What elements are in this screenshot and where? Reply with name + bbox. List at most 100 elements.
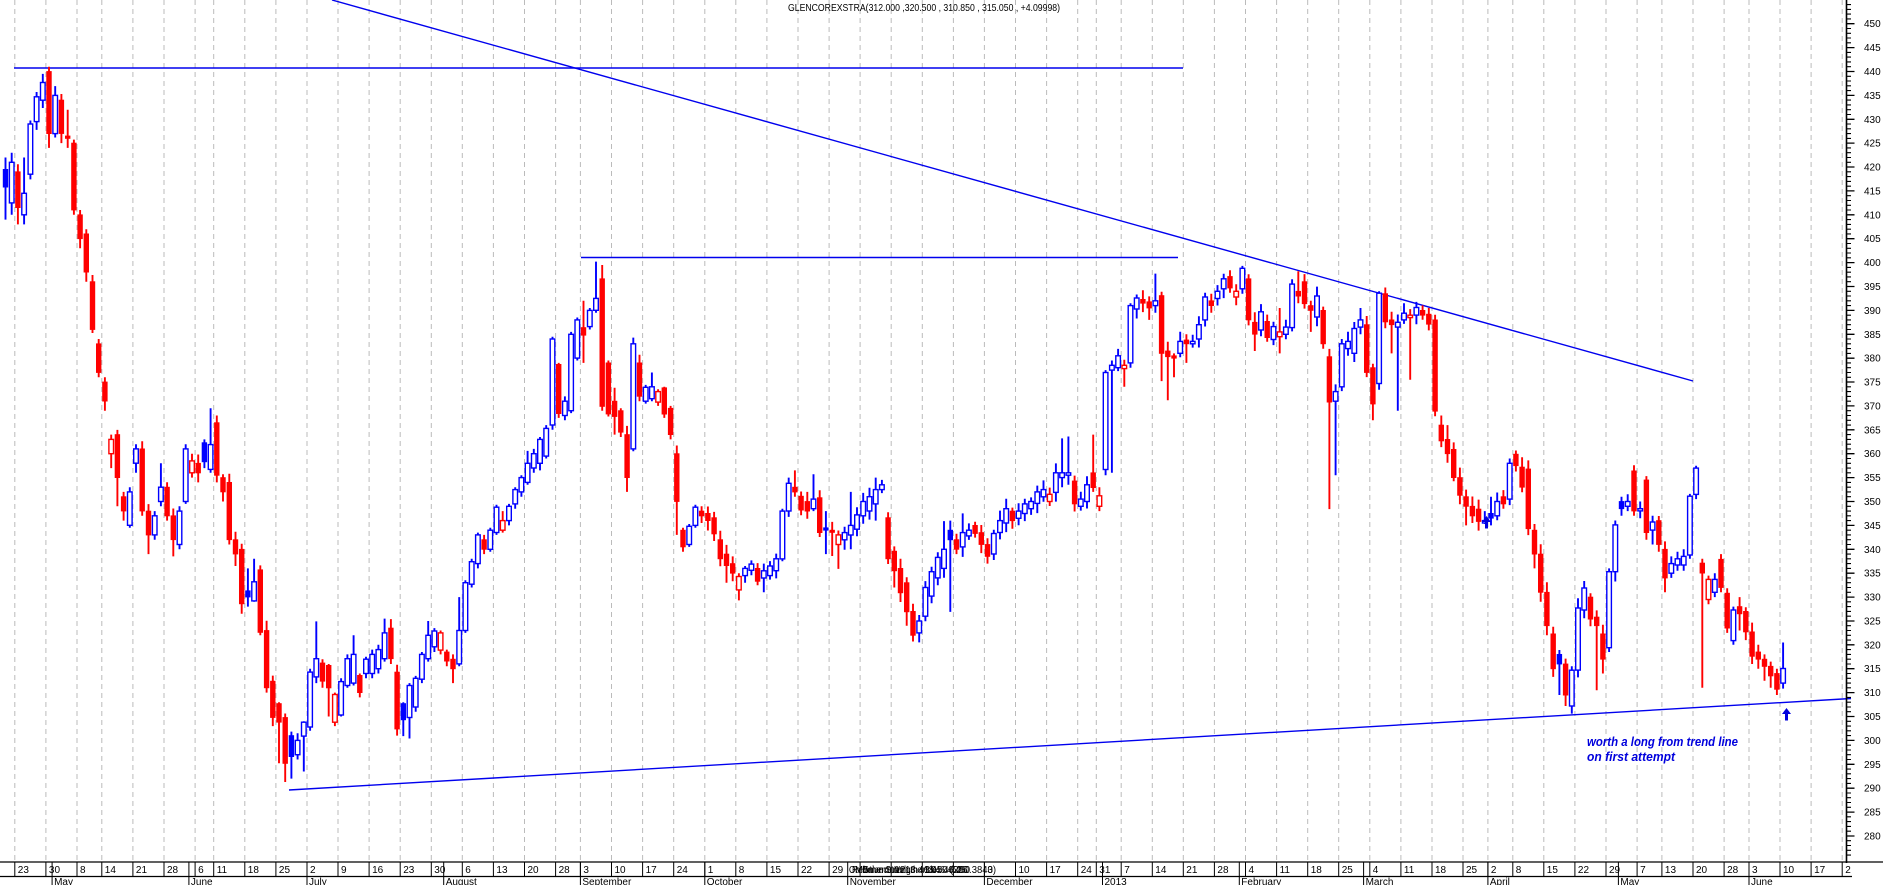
svg-text:365: 365: [1864, 425, 1881, 436]
svg-text:23: 23: [403, 865, 415, 876]
svg-text:26: 26: [956, 865, 968, 876]
svg-text:10: 10: [1783, 865, 1795, 876]
svg-text:19: 19: [925, 865, 937, 876]
svg-text:305: 305: [1864, 712, 1881, 723]
svg-text:4: 4: [1373, 865, 1379, 876]
svg-text:385: 385: [1864, 330, 1881, 341]
svg-text:3: 3: [987, 865, 993, 876]
svg-text:March: March: [1366, 877, 1394, 885]
svg-text:345: 345: [1864, 521, 1881, 532]
svg-text:24: 24: [677, 865, 689, 876]
svg-text:280: 280: [1864, 832, 1881, 843]
svg-text:395: 395: [1864, 282, 1881, 293]
svg-text:3: 3: [1752, 865, 1758, 876]
svg-text:350: 350: [1864, 497, 1881, 508]
svg-text:300: 300: [1864, 736, 1881, 747]
svg-text:12: 12: [894, 865, 906, 876]
svg-text:360: 360: [1864, 449, 1881, 460]
svg-text:340: 340: [1864, 545, 1881, 556]
svg-text:330: 330: [1864, 593, 1881, 604]
svg-text:Relative Strength Index 46.450: Relative Strength Index 46.450: [852, 865, 970, 876]
svg-text:445: 445: [1864, 43, 1881, 54]
svg-text:GLENCOREXSTRA(312.000 ,320.500: GLENCOREXSTRA(312.000 ,320.500 , 310.850…: [788, 2, 1060, 14]
svg-text:2: 2: [1491, 865, 1497, 876]
svg-text:25: 25: [279, 865, 291, 876]
svg-text:29: 29: [832, 865, 844, 876]
svg-text:February: February: [1241, 877, 1281, 885]
svg-text:15: 15: [1547, 865, 1559, 876]
svg-text:435: 435: [1864, 91, 1881, 102]
svg-text:18: 18: [1435, 865, 1447, 876]
svg-text:24: 24: [1081, 865, 1093, 876]
svg-text:September: September: [582, 877, 632, 885]
svg-text:June: June: [1751, 877, 1773, 885]
svg-text:April: April: [1490, 877, 1510, 885]
svg-text:June: June: [191, 877, 213, 885]
svg-text:July: July: [309, 877, 327, 885]
svg-text:31: 31: [1099, 865, 1111, 876]
svg-text:18: 18: [1311, 865, 1323, 876]
svg-text:315: 315: [1864, 664, 1881, 675]
svg-text:18: 18: [248, 865, 260, 876]
svg-text:17: 17: [646, 865, 658, 876]
svg-text:13: 13: [1665, 865, 1677, 876]
svg-text:Momentum 13.46.450 (290.3840): Momentum 13.46.450 (290.3840): [855, 865, 996, 876]
svg-text:21: 21: [1186, 865, 1198, 876]
svg-text:14: 14: [1155, 865, 1167, 876]
svg-text:17: 17: [1050, 865, 1062, 876]
svg-text:425: 425: [1864, 139, 1881, 150]
svg-text:22: 22: [1578, 865, 1590, 876]
svg-text:30: 30: [434, 865, 446, 876]
svg-text:21: 21: [136, 865, 148, 876]
svg-text:430: 430: [1864, 115, 1881, 126]
svg-text:285: 285: [1864, 808, 1881, 819]
svg-text:23: 23: [18, 865, 30, 876]
svg-text:295: 295: [1864, 760, 1881, 771]
svg-text:8: 8: [739, 865, 745, 876]
svg-text:325: 325: [1864, 617, 1881, 628]
svg-text:380: 380: [1864, 354, 1881, 365]
svg-text:7: 7: [1640, 865, 1646, 876]
svg-text:20: 20: [1696, 865, 1708, 876]
svg-text:370: 370: [1864, 401, 1881, 412]
svg-text:November: November: [850, 877, 897, 885]
svg-text:28: 28: [1217, 865, 1229, 876]
svg-text:15: 15: [770, 865, 782, 876]
svg-text:335: 335: [1864, 569, 1881, 580]
svg-text:7: 7: [1124, 865, 1130, 876]
svg-text:415: 415: [1864, 186, 1881, 197]
svg-text:May: May: [54, 877, 73, 885]
svg-text:6: 6: [465, 865, 471, 876]
svg-text:375: 375: [1864, 378, 1881, 389]
svg-text:28: 28: [559, 865, 571, 876]
svg-text:10: 10: [1019, 865, 1031, 876]
svg-text:5: 5: [863, 865, 869, 876]
svg-text:20: 20: [528, 865, 540, 876]
svg-text:8: 8: [1516, 865, 1522, 876]
svg-text:6: 6: [198, 865, 204, 876]
svg-text:October: October: [707, 877, 743, 885]
svg-text:4: 4: [1249, 865, 1255, 876]
svg-text:355: 355: [1864, 473, 1881, 484]
svg-text:14: 14: [105, 865, 117, 876]
svg-text:320: 320: [1864, 640, 1881, 651]
svg-text:22: 22: [801, 865, 813, 876]
svg-text:25: 25: [1342, 865, 1354, 876]
svg-text:28: 28: [167, 865, 179, 876]
svg-text:2: 2: [1845, 865, 1851, 876]
svg-text:290: 290: [1864, 784, 1881, 795]
svg-text:December: December: [986, 877, 1033, 885]
svg-text:410: 410: [1864, 210, 1881, 221]
svg-text:420: 420: [1864, 163, 1881, 174]
svg-text:440: 440: [1864, 67, 1881, 78]
svg-text:405: 405: [1864, 234, 1881, 245]
svg-text:29: 29: [1609, 865, 1621, 876]
svg-text:30: 30: [49, 865, 61, 876]
svg-text:450: 450: [1864, 19, 1881, 30]
svg-text:11: 11: [1280, 865, 1291, 876]
svg-text:16: 16: [372, 865, 384, 876]
svg-text:2: 2: [310, 865, 316, 876]
svg-text:11: 11: [217, 865, 228, 876]
svg-text:1: 1: [708, 865, 714, 876]
svg-text:400: 400: [1864, 258, 1881, 269]
